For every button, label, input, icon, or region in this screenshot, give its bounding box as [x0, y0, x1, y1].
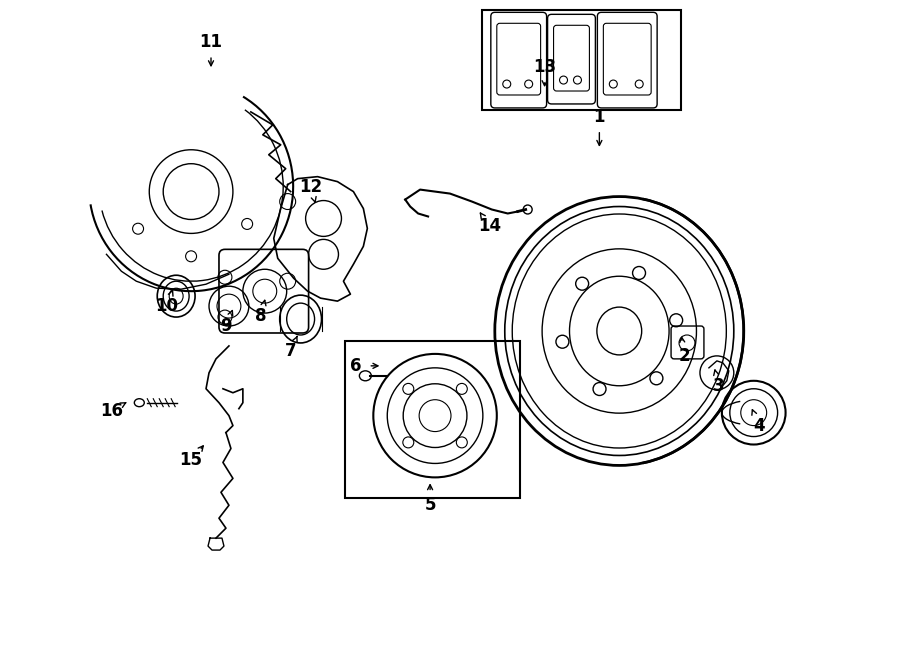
Text: 4: 4 [753, 416, 764, 434]
Text: 2: 2 [679, 347, 689, 365]
Text: 1: 1 [594, 108, 605, 126]
Bar [482, 11, 681, 110]
Bar [346, 341, 519, 498]
Text: 7: 7 [285, 342, 296, 360]
Text: 12: 12 [299, 178, 322, 196]
Text: 11: 11 [200, 33, 222, 51]
Text: 5: 5 [424, 496, 436, 514]
Text: 3: 3 [713, 377, 725, 395]
Text: 8: 8 [255, 307, 266, 325]
Text: 15: 15 [180, 451, 202, 469]
Text: 16: 16 [100, 402, 123, 420]
Text: 10: 10 [155, 297, 177, 315]
Text: 14: 14 [478, 217, 501, 235]
Text: 13: 13 [533, 58, 556, 76]
Text: 6: 6 [349, 357, 361, 375]
Text: 9: 9 [220, 317, 232, 335]
